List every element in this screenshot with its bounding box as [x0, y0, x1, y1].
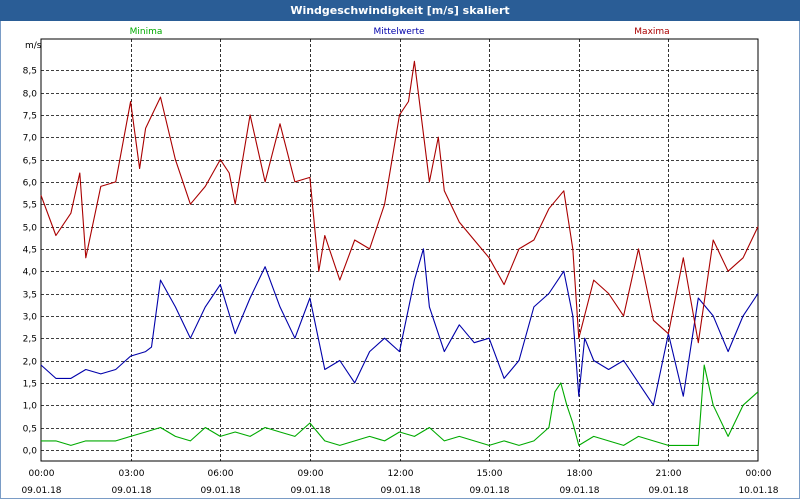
y-tick-label: 4,5	[23, 246, 37, 256]
series-line-mittelwerte	[40, 248, 759, 406]
x-tick-time-label: 00:00	[29, 469, 55, 479]
y-tick-label: 8,5	[23, 67, 37, 77]
y-tick-label: 3,0	[23, 313, 38, 323]
y-tick-label: 1,5	[23, 380, 37, 390]
line-chart: 0,0 0,5 1,0 1,5 2,0 2,5 3,0 3,5 4,0 4,5 5,0 5,5 6,0 6…	[21, 27, 779, 496]
series-layer	[40, 60, 759, 446]
plot-border	[40, 38, 759, 462]
x-tick-date-label: 09.01.18	[200, 486, 240, 496]
x-tick-date-label: 09.01.18	[380, 486, 420, 496]
grid	[41, 39, 758, 461]
x-tick-time-label: 12:00	[388, 469, 414, 479]
x-tick-time-label: 15:00	[477, 469, 503, 479]
x-tick-date-label: 09.01.18	[290, 486, 330, 496]
x-tick-date-label: 09.01.18	[111, 486, 151, 496]
y-axis-label: m/s	[25, 41, 42, 51]
y-tick-label: 2,5	[23, 335, 37, 345]
y-tick-label: 7,5	[23, 112, 37, 122]
y-tick-label: 8,0	[23, 90, 38, 100]
y-tick-label: 5,5	[23, 201, 37, 211]
y-tick-label: 3,5	[23, 291, 37, 301]
x-tick-date-label: 10.01.18	[738, 486, 778, 496]
x-tick-time-label: 03:00	[119, 469, 145, 479]
x-tick-date-label: 09.01.18	[648, 486, 688, 496]
y-tick-label: 2,0	[23, 358, 38, 368]
legend-item-minima: Minima	[130, 27, 163, 37]
x-tick-date-label: 09.01.18	[21, 486, 61, 496]
legend-item-maxima: Maxima	[634, 27, 669, 37]
legend: Minima Mittelwerte Maxima	[130, 27, 670, 37]
x-tick-time-label: 21:00	[656, 469, 682, 479]
x-tick-time-label: 09:00	[298, 469, 324, 479]
y-tick-label: 7,0	[23, 134, 38, 144]
x-tick-date-label: 09.01.18	[559, 486, 599, 496]
y-tick-label: 1,0	[23, 402, 38, 412]
y-tick-label: 0,5	[23, 425, 37, 435]
x-tick-time-label: 06:00	[208, 469, 234, 479]
x-tick-date-label: 09.01.18	[469, 486, 509, 496]
y-tick-label: 6,0	[23, 179, 38, 189]
y-tick-label: 5,0	[23, 224, 38, 234]
axes: 0,0 0,5 1,0 1,5 2,0 2,5 3,0 3,5 4,0 4,5 5,0 5,5 6,0 6…	[21, 38, 779, 496]
chart-frame: 0,0 0,5 1,0 1,5 2,0 2,5 3,0 3,5 4,0 4,5 5,0 5,5 6,0 6…	[0, 21, 800, 499]
x-tick-time-label: 18:00	[567, 469, 593, 479]
series-line-maxima	[40, 60, 759, 344]
series-line-minima	[41, 364, 759, 446]
y-tick-label: 6,5	[23, 157, 37, 167]
y-tick-label: 0,0	[23, 447, 38, 457]
legend-item-mittelwerte: Mittelwerte	[373, 27, 424, 37]
chart-title: Windgeschwindigkeit [m/s] skaliert	[0, 0, 800, 21]
x-tick-time-label: 00:00	[746, 469, 772, 479]
y-tick-label: 4,0	[23, 268, 38, 278]
